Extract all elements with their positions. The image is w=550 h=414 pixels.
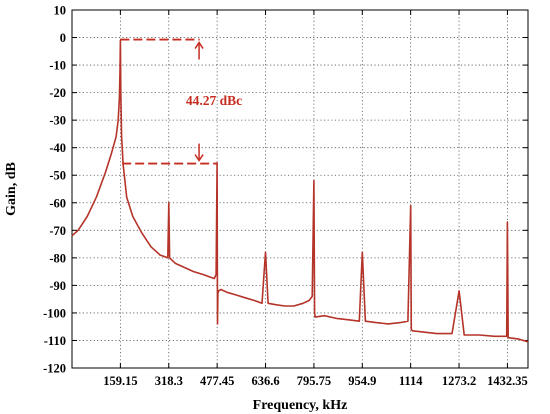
grid <box>72 10 528 368</box>
y-tick-label: -10 <box>49 59 66 73</box>
y-tick-label: -120 <box>43 362 66 376</box>
y-tick-label: -60 <box>49 196 66 210</box>
down-arrow-head <box>194 154 204 162</box>
y-tick-label: -30 <box>49 114 66 128</box>
x-tick-label: 1432.35 <box>487 374 528 388</box>
x-tick-label: 1273.2 <box>442 374 476 388</box>
plot-background <box>72 10 528 368</box>
y-axis-title: Gain, dB <box>4 162 19 216</box>
x-tick-label: 1114 <box>399 374 423 388</box>
x-axis-title: Frequency, kHz <box>253 398 348 413</box>
y-tick-label: -100 <box>43 306 66 320</box>
y-tick-label: -40 <box>49 141 66 155</box>
y-tick-label: -90 <box>49 279 66 293</box>
y-tick-label: 10 <box>54 4 67 18</box>
up-arrow-head <box>194 41 204 49</box>
plot-frame <box>71 9 529 369</box>
series-layer <box>71 39 529 343</box>
x-tick-label: 318.3 <box>155 374 183 388</box>
axis-ticks: 159.15 318.3 477.45 636.6 795.75 954.9 1114 127… <box>43 4 528 388</box>
y-tick-label: -50 <box>49 169 66 183</box>
x-tick-label: 954.9 <box>348 374 376 388</box>
dbc-annotation: 44.27 dBc <box>120 38 242 165</box>
x-tick-label: 159.15 <box>103 374 137 388</box>
y-tick-label: -110 <box>44 334 66 348</box>
x-tick-label: 795.75 <box>297 374 331 388</box>
x-tick-label: 477.45 <box>200 374 234 388</box>
y-tick-label: 0 <box>60 31 66 45</box>
y-tick-label: -80 <box>49 251 66 265</box>
dbc-label: 44.27 dBc <box>186 93 242 108</box>
spectrum-line <box>71 39 529 343</box>
y-tick-label: -70 <box>49 224 66 238</box>
x-tick-label: 636.6 <box>251 374 279 388</box>
y-tick-label: -20 <box>49 86 66 100</box>
